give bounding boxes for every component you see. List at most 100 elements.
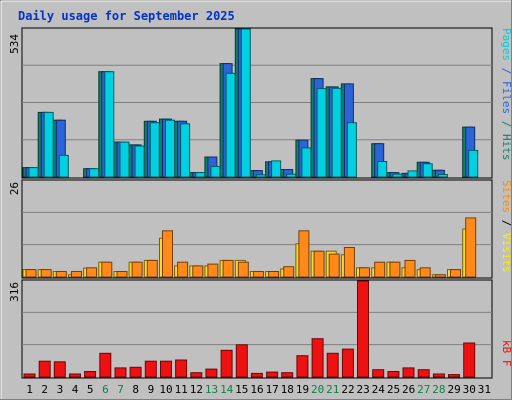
bar-kb-f-day-7	[114, 367, 127, 378]
bar-pages-day-12	[195, 172, 206, 178]
x-tick-day-28: 28	[432, 383, 445, 396]
bar-sites-day-21	[328, 253, 340, 278]
panel-2-legend: Sites / Visits	[500, 180, 512, 273]
bar-sites-day-12	[192, 265, 204, 278]
bar-pages-day-5	[89, 168, 100, 178]
panel-3-plot-area	[21, 279, 493, 379]
bar-kb-f-day-11	[175, 359, 188, 378]
bar-kb-f-day-25	[387, 371, 400, 378]
x-tick-day-31: 31	[478, 383, 491, 396]
bar-kb-f-day-15	[235, 344, 248, 378]
panel-2-plot-area	[21, 179, 493, 279]
panel-3-bars	[23, 280, 476, 378]
bar-kb-f-day-28	[432, 373, 445, 378]
bar-kb-f-day-27	[417, 369, 430, 378]
legend-item: / Hits	[500, 114, 512, 160]
sites-visits-panel: 26 Sites / Visits	[8, 179, 512, 279]
bar-sites-day-7	[116, 271, 128, 278]
bar-pages-day-25	[392, 173, 403, 178]
bar-pages-day-28	[437, 174, 448, 178]
x-tick-day-17: 17	[266, 383, 279, 396]
bar-kb-f-day-14	[220, 349, 233, 378]
bar-sites-day-26	[404, 259, 416, 278]
panel-1-bars	[22, 28, 479, 178]
x-tick-day-29: 29	[447, 383, 460, 396]
bar-sites-day-2	[40, 269, 52, 278]
bar-sites-day-8	[131, 261, 143, 278]
legend-item: /	[500, 213, 512, 226]
legend-item: Pages	[500, 28, 512, 61]
bar-sites-day-24	[374, 261, 386, 278]
bar-kb-f-day-20	[311, 338, 324, 378]
bar-kb-f-day-1	[23, 373, 36, 378]
bar-sites-day-15	[237, 261, 249, 278]
bar-sites-day-3	[55, 271, 67, 278]
bar-pages-day-11	[180, 123, 191, 178]
bar-kb-f-day-2	[38, 360, 51, 378]
x-tick-day-30: 30	[463, 383, 476, 396]
bar-sites-day-16	[252, 271, 264, 278]
pages-files-hits-panel: 534 Pages / Files / Hits	[8, 27, 512, 179]
bar-pages-day-18	[286, 173, 297, 178]
bar-pages-day-26	[407, 170, 418, 178]
x-tick-day-21: 21	[326, 383, 339, 396]
bar-pages-day-9	[149, 122, 160, 178]
bar-kb-f-day-10	[160, 360, 172, 378]
x-tick-day-27: 27	[417, 383, 430, 396]
bar-kb-f-day-8	[129, 366, 142, 378]
bar-kb-f-day-4	[69, 373, 81, 378]
bar-kb-f-day-17	[266, 371, 279, 378]
bar-sites-day-29	[450, 269, 461, 278]
bar-kb-f-day-3	[53, 361, 66, 378]
x-tick-day-15: 15	[235, 383, 248, 396]
bar-pages-day-30	[468, 149, 479, 178]
x-tick-day-7: 7	[117, 383, 124, 396]
bar-pages-day-20	[316, 88, 327, 178]
bar-sites-day-30	[465, 217, 477, 278]
bar-sites-day-25	[389, 261, 401, 278]
bar-sites-day-17	[268, 271, 280, 278]
bar-sites-day-6	[101, 261, 113, 278]
bar-sites-day-20	[313, 250, 325, 278]
bar-sites-day-1	[25, 269, 37, 278]
bar-kb-f-day-19	[296, 355, 309, 378]
bar-kb-f-day-23	[357, 280, 369, 378]
bar-pages-day-7	[119, 141, 130, 178]
bar-pages-day-10	[165, 119, 175, 178]
legend-item: kB F	[500, 340, 512, 367]
bar-kb-f-day-22	[341, 348, 354, 378]
bar-kb-f-day-24	[372, 369, 385, 378]
bar-sites-day-18	[283, 266, 295, 278]
bar-pages-day-17	[271, 160, 282, 178]
bar-sites-day-19	[298, 230, 310, 278]
bar-pages-day-14	[225, 72, 236, 178]
bar-pages-day-3	[58, 154, 69, 178]
x-tick-day-22: 22	[341, 383, 354, 396]
x-tick-day-19: 19	[296, 383, 309, 396]
bar-pages-day-6	[104, 71, 115, 178]
bar-sites-day-11	[177, 261, 189, 278]
panel-3-gridlines	[22, 311, 492, 346]
panel-1-legend: Pages / Files / Hits	[500, 28, 512, 160]
x-tick-day-1: 1	[26, 383, 33, 396]
panel-2-gridlines	[22, 211, 492, 246]
bar-pages-day-16	[255, 174, 266, 178]
x-tick-day-25: 25	[387, 383, 400, 396]
x-tick-day-5: 5	[87, 383, 94, 396]
panel-1-y-max-label: 534	[8, 34, 21, 54]
bar-pages-day-27	[422, 163, 433, 178]
bar-sites-day-22	[343, 247, 355, 278]
legend-item: / Files	[500, 61, 512, 114]
bar-pages-day-1	[28, 167, 39, 178]
bar-kb-f-day-13	[205, 368, 218, 378]
chart-title: Daily usage for September 2025	[18, 9, 235, 23]
bar-sites-day-23	[359, 267, 370, 278]
bar-pages-day-13	[210, 166, 221, 178]
bar-sites-day-27	[419, 267, 431, 278]
bar-sites-day-9	[146, 259, 158, 278]
x-tick-day-14: 14	[220, 383, 234, 396]
bar-sites-day-10	[162, 230, 173, 278]
panel-3-legend: kB F	[500, 340, 512, 367]
bar-kb-f-day-16	[250, 372, 263, 378]
